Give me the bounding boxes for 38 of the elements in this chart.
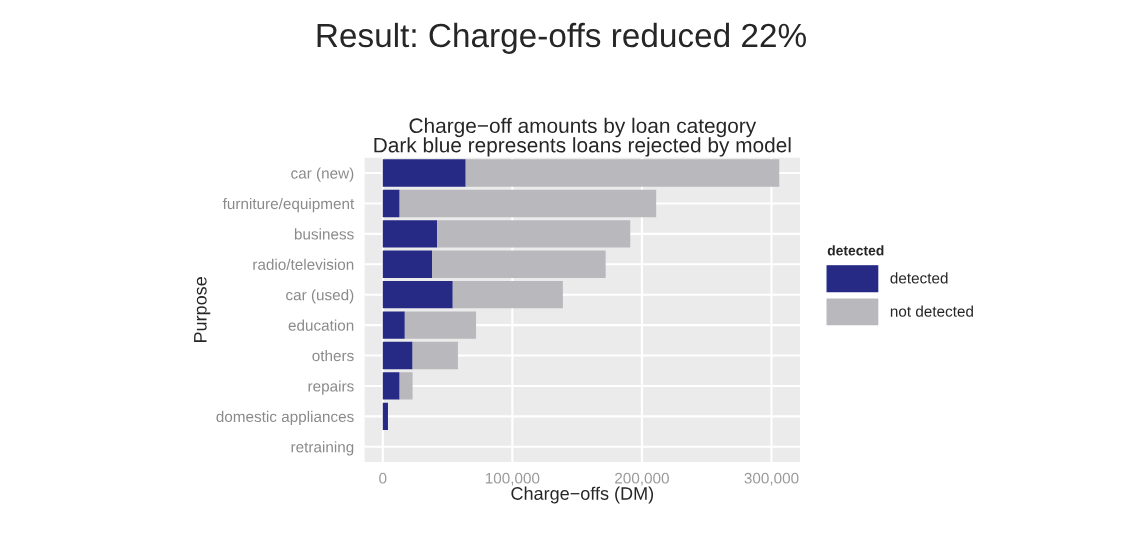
- bar: [437, 220, 631, 248]
- y-tick-label: repairs: [308, 380, 354, 395]
- y-tick-label: car (new): [291, 167, 354, 182]
- x-tick-label: 300,000: [744, 472, 799, 486]
- y-tick-label: retraining: [291, 441, 354, 456]
- legend-title: detected: [827, 245, 884, 256]
- y-tick-label: radio/television: [253, 258, 354, 270]
- chart-subtitle: Charge−off amounts by loan category Dark blue represents loans rejected by model: [374, 117, 791, 157]
- bar: [382, 281, 453, 309]
- legend-label: detected: [890, 272, 948, 284]
- x-axis-title: Charge−offs (DM): [511, 486, 654, 504]
- bar: [382, 402, 388, 431]
- bar: [404, 311, 477, 339]
- y-tick-label: domestic appliances: [216, 410, 354, 426]
- x-tick-label: 200,000: [615, 472, 669, 486]
- bar: [399, 189, 657, 218]
- bar: [382, 159, 466, 187]
- bar: [465, 159, 780, 187]
- x-tick-label: 100,000: [485, 472, 540, 486]
- x-tick-label: 0: [379, 472, 387, 484]
- chart-title: Result: Charge-offs reduced 22%: [317, 22, 806, 54]
- y-tick-label: car (used): [286, 289, 354, 304]
- bar: [382, 311, 405, 339]
- bar: [412, 341, 458, 370]
- y-axis-title: Purpose: [194, 277, 211, 343]
- bar: [382, 341, 413, 370]
- bar: [452, 281, 563, 309]
- y-tick-label: furniture/equipment: [222, 197, 355, 213]
- bar: [432, 250, 606, 278]
- bar: [382, 250, 433, 278]
- bar: [382, 189, 400, 218]
- y-tick-label: others: [312, 349, 354, 362]
- bar: [382, 372, 400, 400]
- bar: [399, 372, 413, 400]
- y-tick-label: education: [288, 319, 354, 331]
- bar: [382, 220, 438, 248]
- legend-label: not detected: [890, 305, 973, 317]
- y-tick-label: business: [294, 228, 354, 240]
